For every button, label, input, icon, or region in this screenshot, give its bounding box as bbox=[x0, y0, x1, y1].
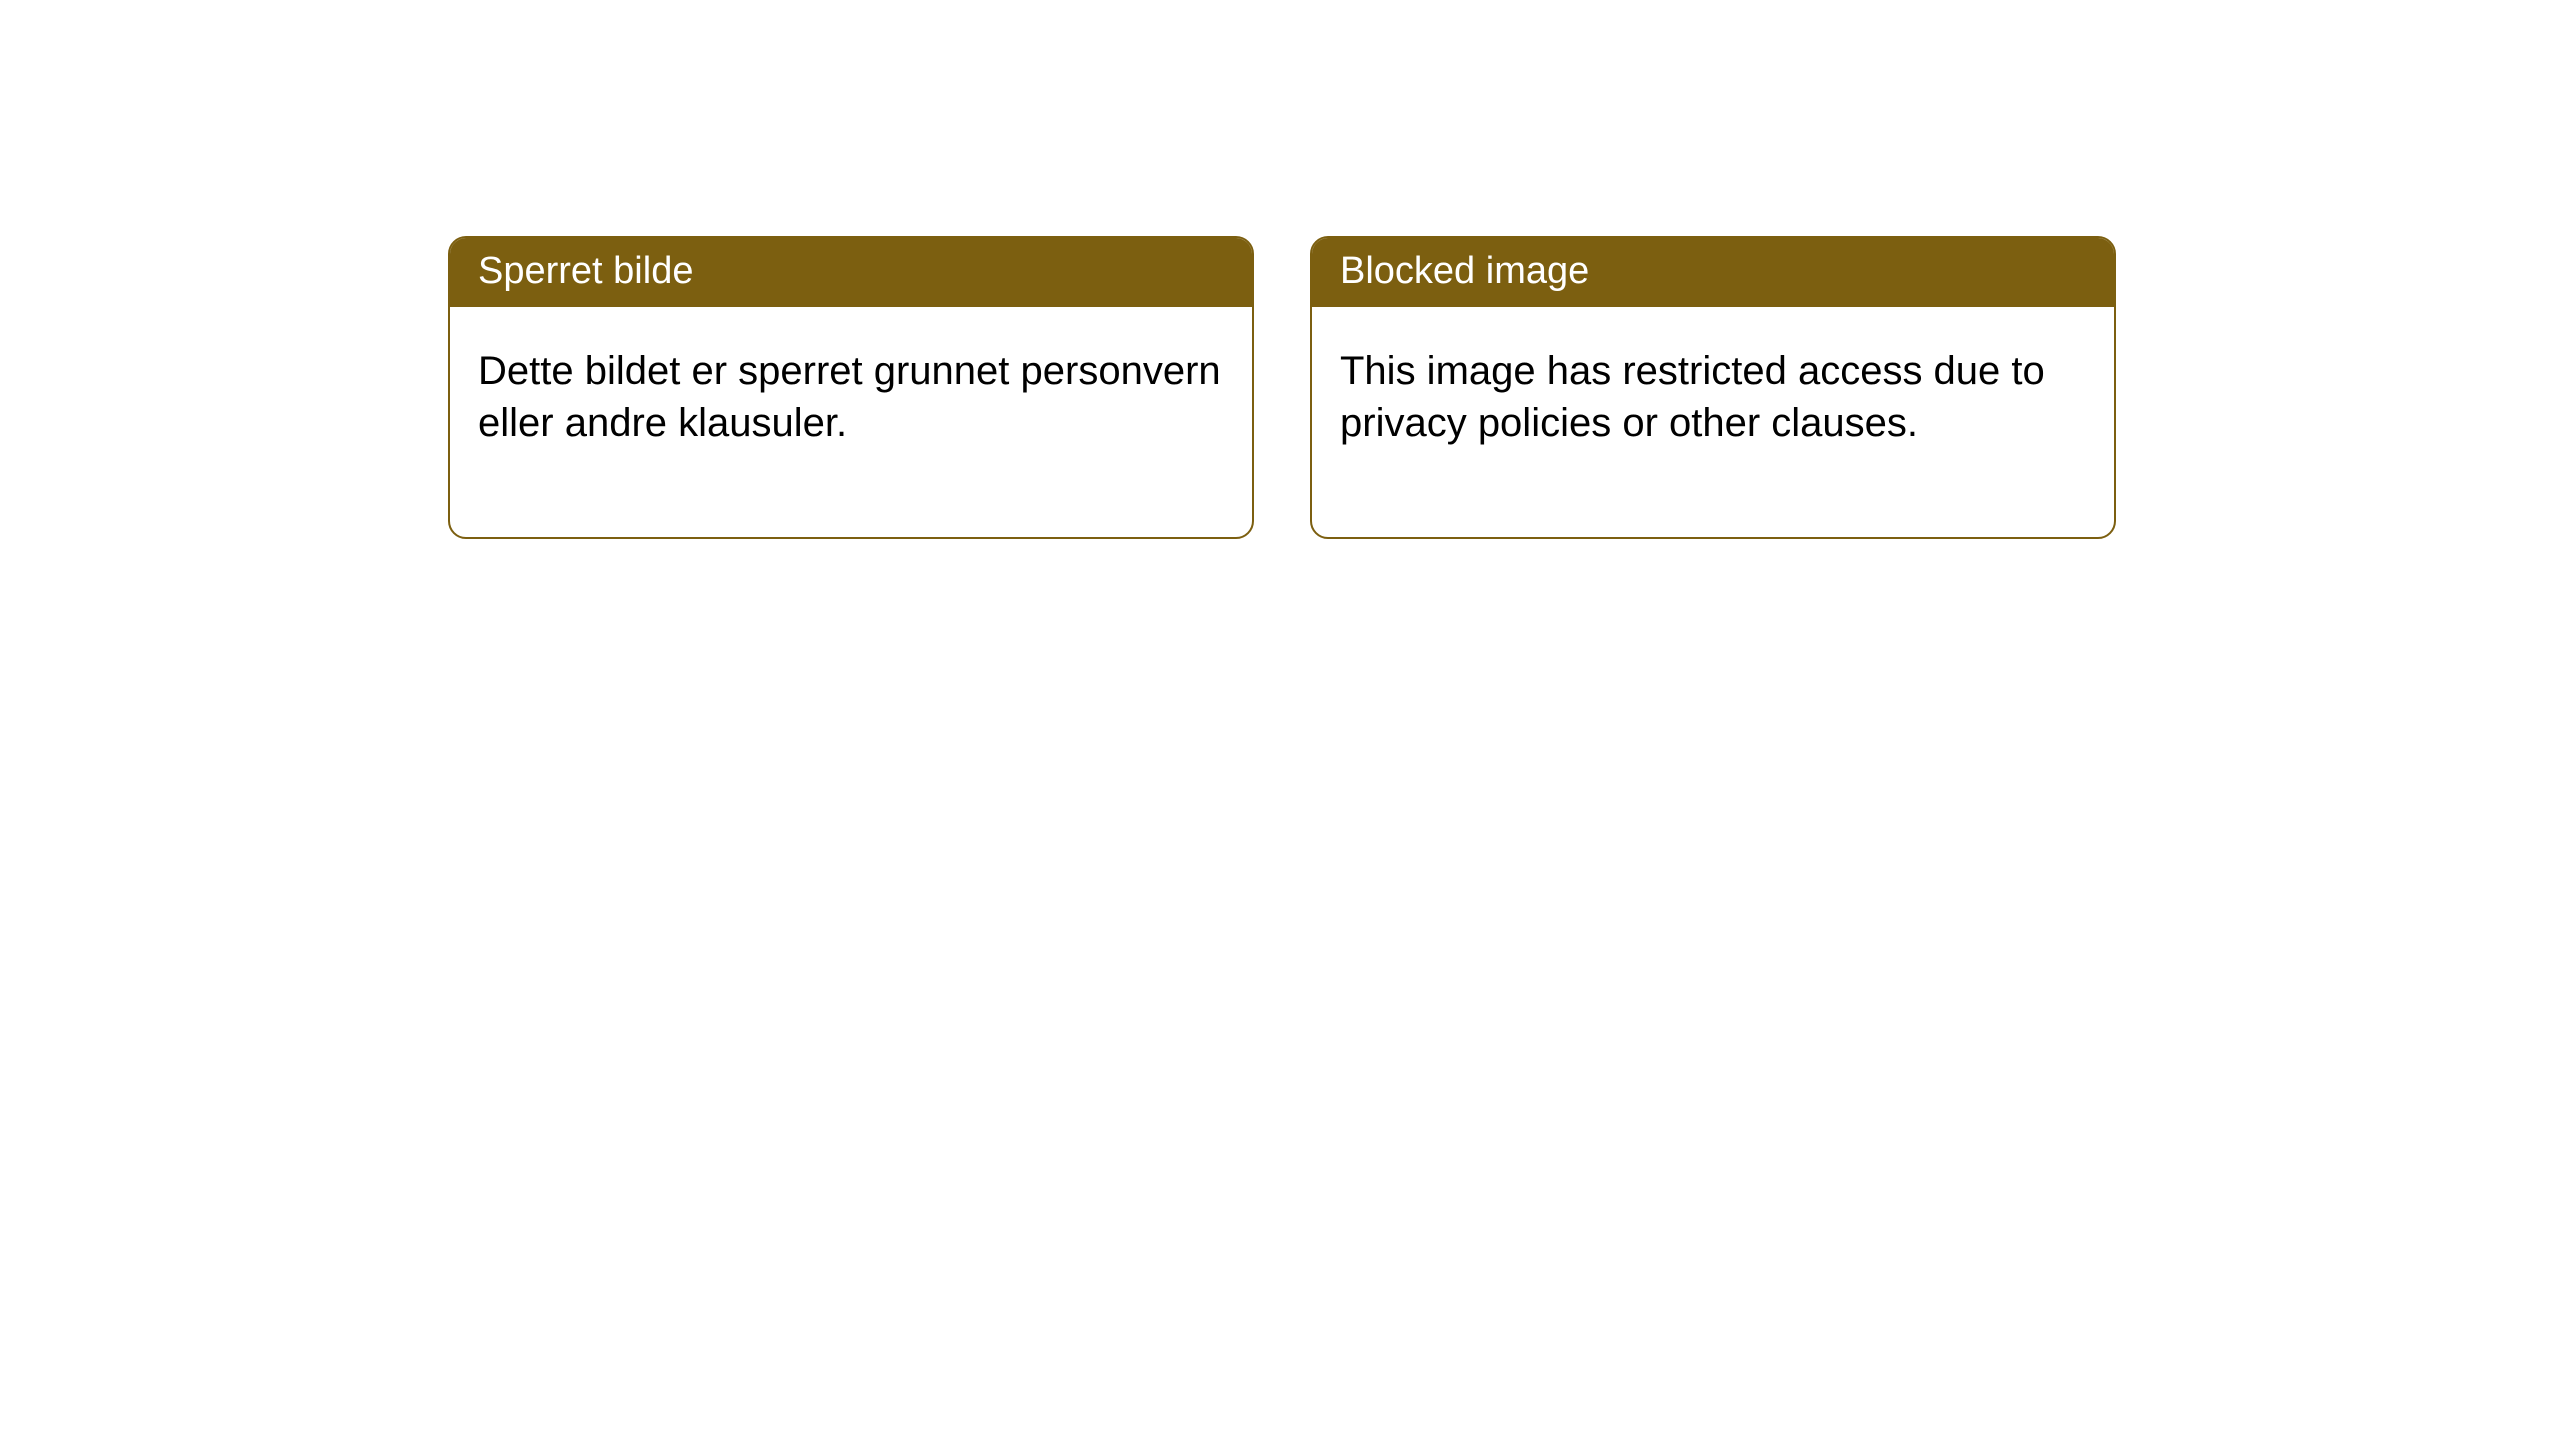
notice-title: Blocked image bbox=[1312, 238, 2114, 307]
notice-container: Sperret bilde Dette bildet er sperret gr… bbox=[0, 0, 2560, 539]
notice-card-norwegian: Sperret bilde Dette bildet er sperret gr… bbox=[448, 236, 1254, 539]
notice-body: This image has restricted access due to … bbox=[1312, 307, 2114, 537]
notice-body: Dette bildet er sperret grunnet personve… bbox=[450, 307, 1252, 537]
notice-title: Sperret bilde bbox=[450, 238, 1252, 307]
notice-card-english: Blocked image This image has restricted … bbox=[1310, 236, 2116, 539]
